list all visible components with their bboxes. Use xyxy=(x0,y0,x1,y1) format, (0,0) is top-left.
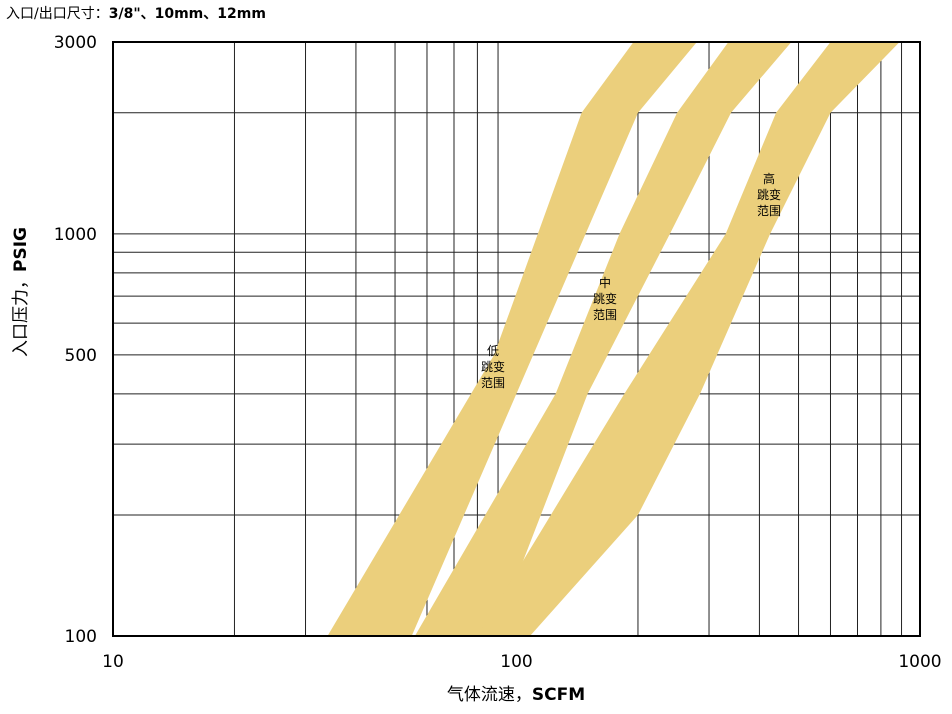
range-band xyxy=(414,42,792,636)
x-tick-label: 1000 xyxy=(898,652,941,672)
y-tick-label: 500 xyxy=(65,346,97,366)
chart-subtitle: 入口/出口尺寸：3/8"、10mm、12mm xyxy=(6,6,266,22)
band-label: 高跳变范围 xyxy=(757,171,781,218)
subtitle-prefix: 入口/出口尺寸： xyxy=(6,6,109,22)
y-axis-label: 入口压力，PSIG xyxy=(11,227,31,357)
range-bands xyxy=(327,42,900,636)
plot-frame xyxy=(112,41,921,637)
y-axis-label-unit: PSIG xyxy=(11,227,31,272)
band-label-line: 低 xyxy=(487,344,499,358)
range-band xyxy=(327,42,697,636)
range-band xyxy=(477,42,900,636)
x-tick-label: 100 xyxy=(500,652,532,672)
x-axis-label-text: 气体流速， xyxy=(447,685,532,705)
y-tick-label: 100 xyxy=(65,627,97,647)
band-label-line: 跳变 xyxy=(481,359,505,374)
band-label-line: 高 xyxy=(763,171,775,186)
band-label-line: 范围 xyxy=(757,204,781,218)
band-label-line: 跳变 xyxy=(757,187,781,202)
x-axis-label-unit: SCFM xyxy=(532,685,585,705)
band-label-line: 跳变 xyxy=(593,291,617,306)
x-tick-label: 10 xyxy=(102,652,124,672)
band-label-line: 范围 xyxy=(593,308,617,322)
band-label: 低跳变范围 xyxy=(481,344,505,390)
band-label-line: 范围 xyxy=(481,376,505,390)
subtitle-sizes: 3/8"、10mm、12mm xyxy=(109,6,266,22)
band-label-line: 中 xyxy=(599,275,611,290)
y-tick-label: 1000 xyxy=(54,225,97,245)
band-label: 中跳变范围 xyxy=(593,275,617,322)
y-axis-label-text: 入口压力， xyxy=(11,272,31,357)
y-tick-label: 3000 xyxy=(54,33,97,53)
x-axis-label: 气体流速，SCFM xyxy=(447,685,585,705)
